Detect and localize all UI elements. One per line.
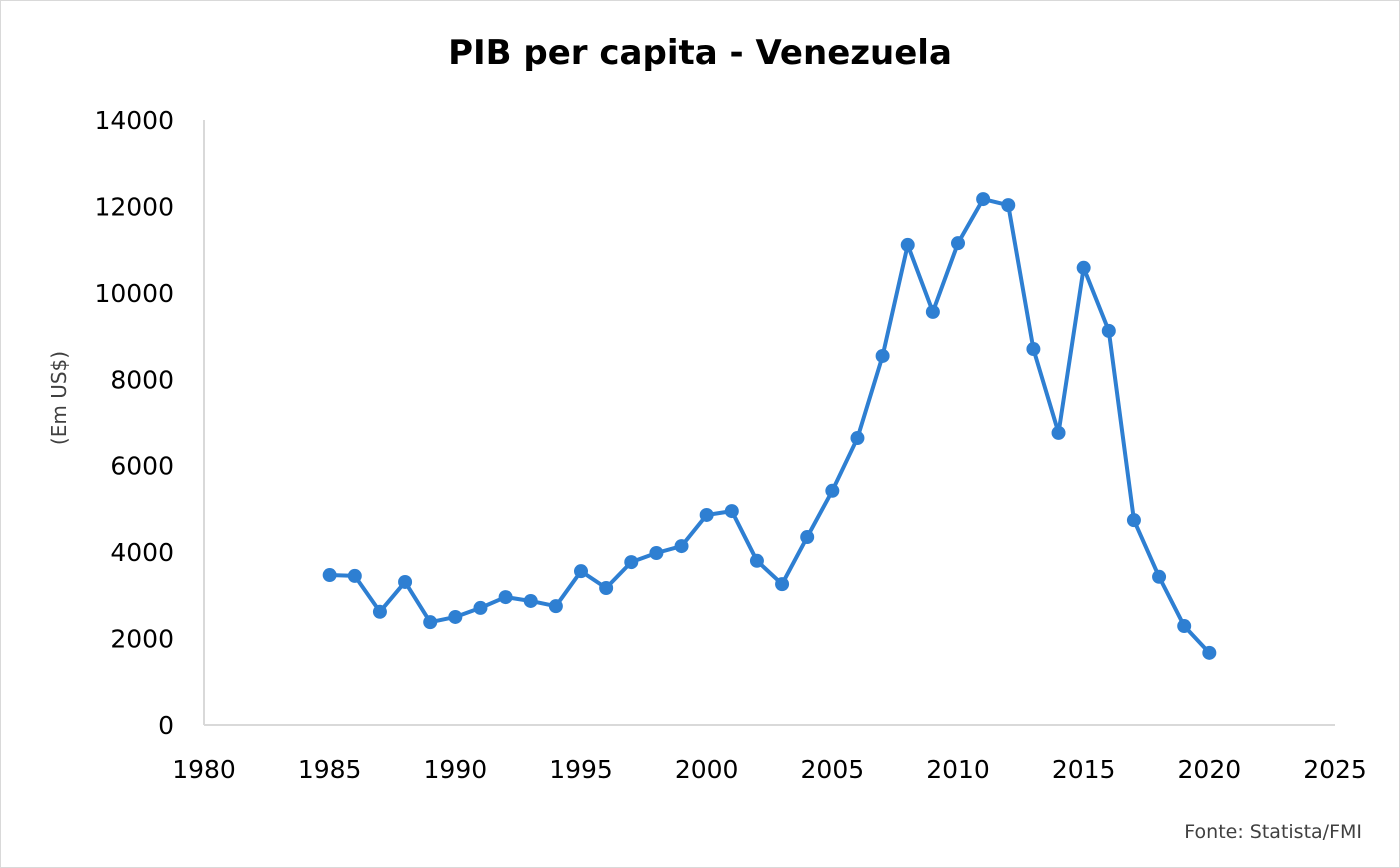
y-axis-label: (Em US$) <box>47 351 71 445</box>
data-point <box>900 237 915 252</box>
data-point <box>775 577 790 592</box>
data-point <box>699 507 714 522</box>
data-point <box>1101 323 1116 338</box>
x-tick-label: 2020 <box>1178 755 1242 784</box>
data-point <box>574 564 588 579</box>
y-tick-label: 6000 <box>110 452 174 481</box>
data-point <box>423 615 438 630</box>
data-point <box>951 236 965 251</box>
y-tick-label: 4000 <box>110 538 174 567</box>
data-point <box>1051 425 1066 440</box>
source-note: Fonte: Statista/FMI <box>1184 821 1362 843</box>
x-tick-label: 2000 <box>675 755 739 784</box>
data-point <box>1076 260 1091 275</box>
data-point <box>825 483 840 498</box>
x-tick-label: 2025 <box>1303 755 1367 784</box>
data-point <box>523 593 538 608</box>
data-point <box>724 504 739 519</box>
data-point <box>976 192 991 207</box>
data-point <box>599 581 614 596</box>
data-point <box>850 431 865 446</box>
data-point <box>800 530 815 545</box>
x-tick-label: 2005 <box>801 755 865 784</box>
x-tick-label: 1985 <box>298 755 362 784</box>
chart-title: PIB per capita - Venezuela <box>448 33 952 73</box>
data-point <box>1202 645 1217 660</box>
data-point <box>1152 569 1167 584</box>
data-point <box>624 555 639 570</box>
x-tick-label: 1995 <box>549 755 613 784</box>
data-point <box>1001 198 1016 213</box>
data-point <box>925 304 940 319</box>
y-tick-label: 0 <box>158 711 174 740</box>
data-point <box>1177 619 1192 634</box>
data-point <box>674 539 689 554</box>
data-point <box>372 604 387 619</box>
y-tick-label: 14000 <box>94 106 174 135</box>
data-point <box>649 546 664 561</box>
data-point <box>548 599 563 614</box>
data-point <box>1026 342 1041 357</box>
x-tick-label: 1980 <box>172 755 236 784</box>
data-point <box>473 600 488 615</box>
data-point <box>347 568 362 583</box>
x-tick-label: 1990 <box>424 755 488 784</box>
data-point <box>749 553 764 568</box>
data-point <box>448 609 463 624</box>
y-tick-label: 10000 <box>94 279 174 308</box>
y-tick-label: 8000 <box>110 365 174 394</box>
data-point <box>498 590 513 605</box>
x-tick-label: 2015 <box>1052 755 1116 784</box>
data-point <box>875 348 890 363</box>
y-tick-label: 12000 <box>94 192 174 221</box>
data-point <box>1126 513 1141 528</box>
y-tick-label: 2000 <box>110 625 174 654</box>
data-point <box>398 574 413 589</box>
data-point <box>322 568 337 583</box>
x-tick-label: 2010 <box>926 755 990 784</box>
